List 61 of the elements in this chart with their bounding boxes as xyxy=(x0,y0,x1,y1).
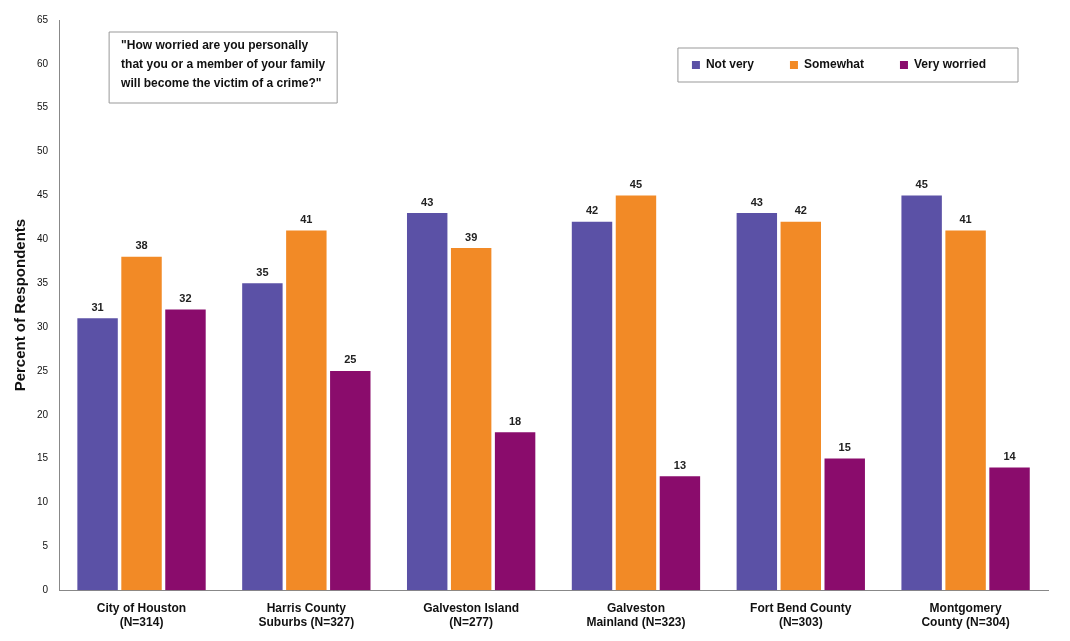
data-label: 45 xyxy=(915,177,928,190)
legend-label: Very worried xyxy=(913,57,987,72)
data-label: 13 xyxy=(673,458,687,471)
bar xyxy=(615,195,657,591)
data-label: 15 xyxy=(838,441,851,454)
data-label: 32 xyxy=(179,292,192,305)
bar xyxy=(450,248,492,591)
data-label: 35 xyxy=(256,265,269,278)
bar xyxy=(571,221,613,591)
bar xyxy=(286,230,327,591)
data-label: 41 xyxy=(959,213,972,226)
data-label: 45 xyxy=(629,177,643,190)
y-axis-title: Percent of Respondents xyxy=(11,218,29,392)
bar xyxy=(406,212,448,591)
y-tick-label: 10 xyxy=(37,496,49,508)
data-label: 31 xyxy=(91,300,104,313)
y-tick-label: 65 xyxy=(37,13,49,25)
y-tick-label: 45 xyxy=(37,189,49,201)
y-tick-label: 35 xyxy=(37,276,49,288)
y-tick-label: 60 xyxy=(37,57,49,69)
bar xyxy=(77,318,118,591)
data-label: 41 xyxy=(300,213,313,226)
x-tick-label: Fort Bend County (N=303) xyxy=(750,600,852,630)
bar xyxy=(989,467,1030,591)
data-label: 14 xyxy=(1003,449,1017,462)
y-tick-label: 40 xyxy=(37,233,49,245)
x-tick-label: Harris County Suburbs (N=327) xyxy=(258,600,355,630)
bar xyxy=(945,230,986,591)
y-tick-label: 15 xyxy=(37,452,49,464)
bar xyxy=(901,195,942,591)
y-tick-label: 55 xyxy=(37,101,49,113)
data-label: 38 xyxy=(135,239,148,252)
annotation: "How worried are you personally that you or a member of your family will become the victim of a crime?" xyxy=(120,38,326,91)
bar xyxy=(165,309,206,591)
y-tick-label: 0 xyxy=(42,583,49,595)
legend-label: Somewhat xyxy=(803,57,864,72)
y-tick-label: 30 xyxy=(37,320,49,332)
data-label: 43 xyxy=(421,195,434,208)
bar xyxy=(242,283,283,591)
data-label: 43 xyxy=(750,195,763,208)
x-tick-label: Galveston Mainland (N=323) xyxy=(586,600,686,630)
bar xyxy=(494,432,536,591)
bar xyxy=(780,221,821,591)
y-tick-label: 20 xyxy=(37,408,49,420)
x-tick-label: Galveston Island (N=277) xyxy=(423,600,520,630)
data-label: 25 xyxy=(344,353,357,366)
data-label: 39 xyxy=(465,230,478,243)
y-tick-label: 25 xyxy=(37,364,49,376)
bar xyxy=(736,212,778,591)
x-tick-label: City of Houston (N=314) xyxy=(96,600,187,630)
bar xyxy=(824,458,865,591)
legend-label: Not very xyxy=(705,57,755,72)
y-tick-label: 50 xyxy=(37,145,49,157)
x-tick-label: Montgomery County (N=304) xyxy=(921,600,1010,630)
bar xyxy=(330,370,371,591)
y-tick-label: 5 xyxy=(42,540,49,552)
bar xyxy=(121,256,162,591)
data-label: 18 xyxy=(508,414,522,427)
data-label: 42 xyxy=(585,204,599,217)
data-label: 42 xyxy=(794,204,807,217)
bar xyxy=(659,476,701,591)
